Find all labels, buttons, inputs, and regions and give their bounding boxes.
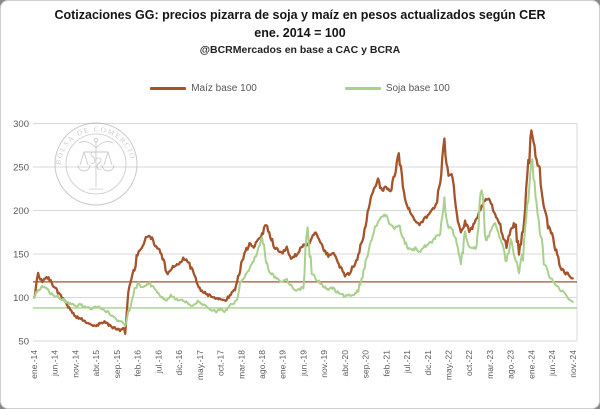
svg-text:jul.-16: jul.-16 — [153, 350, 163, 374]
svg-text:100: 100 — [13, 293, 29, 304]
svg-text:jul.-21: jul.-21 — [402, 350, 412, 374]
soja-line-swatch-icon — [344, 87, 381, 90]
svg-text:ago.-23: ago.-23 — [506, 350, 516, 379]
svg-text:nov.-19: nov.-19 — [319, 350, 329, 378]
svg-text:may.-22: may.-22 — [444, 350, 454, 380]
svg-text:abr.-15: abr.-15 — [91, 350, 101, 377]
svg-text:jun.-24: jun.-24 — [547, 350, 557, 377]
svg-text:sep.-20: sep.-20 — [361, 350, 371, 379]
svg-text:BOLSA DE COMERCIO DE ROSARIO: BOLSA DE COMERCIO DE ROSARIO — [1, 1, 138, 165]
svg-text:abr.-20: abr.-20 — [340, 350, 350, 377]
svg-text:feb.-16: feb.-16 — [133, 350, 143, 377]
svg-text:150: 150 — [13, 250, 29, 261]
bcr-watermark-seal-icon: BOLSA DE COMERCIO DE ROSARIO — [1, 1, 138, 206]
svg-text:oct.-17: oct.-17 — [216, 350, 226, 376]
watermark-text: BOLSA DE COMERCIO DE ROSARIO — [1, 1, 137, 165]
caduceus-scales-icon — [77, 137, 115, 190]
svg-text:ene.-14: ene.-14 — [29, 350, 39, 379]
legend-item-soja: Soja base 100 — [344, 83, 450, 94]
svg-text:oct.-22: oct.-22 — [464, 350, 474, 376]
legend-item-maiz: Maíz base 100 — [150, 83, 257, 94]
svg-text:nov.-24: nov.-24 — [568, 350, 578, 378]
soja-series-line — [33, 158, 574, 327]
svg-text:mar.-18: mar.-18 — [236, 350, 246, 379]
svg-text:250: 250 — [13, 163, 29, 174]
svg-text:300: 300 — [13, 119, 29, 130]
maiz-line-swatch-icon — [150, 87, 187, 90]
data-series-lines — [32, 129, 574, 335]
svg-text:jun.-14: jun.-14 — [50, 350, 60, 377]
svg-text:jun.-19: jun.-19 — [298, 350, 308, 377]
legend: Maíz base 100 Soja base 100 — [1, 83, 599, 94]
svg-text:dic.-21: dic.-21 — [423, 350, 433, 376]
svg-text:ene.-19: ene.-19 — [278, 350, 288, 379]
chart-title: Cotizaciones GG: precios pizarra de soja… — [54, 8, 546, 22]
svg-text:sep.-15: sep.-15 — [112, 350, 122, 379]
svg-text:50: 50 — [18, 337, 29, 348]
reference-lines — [33, 281, 577, 309]
svg-text:mar.-23: mar.-23 — [485, 350, 495, 379]
svg-text:dic.-16: dic.-16 — [174, 350, 184, 376]
legend-label-soja: Soja base 100 — [385, 83, 450, 94]
maiz-series-line — [32, 129, 574, 335]
chart-source-note: @BCRMercados en base a CAC y BCRA — [199, 44, 401, 56]
svg-text:nov.-14: nov.-14 — [70, 350, 80, 378]
svg-text:feb.-21: feb.-21 — [381, 350, 391, 377]
svg-text:ene.-24: ene.-24 — [526, 350, 536, 379]
x-axis-labels: ene.-14 jun.-14 nov.-14 abr.-15 sep.-15 feb.-… — [29, 350, 578, 380]
legend-label-maiz: Maíz base 100 — [191, 83, 257, 94]
chart-title-base-note: ene. 2014 = 100 — [254, 26, 346, 40]
gridlines: 50 100 150 200 250 300 — [13, 119, 578, 348]
svg-text:ago.-18: ago.-18 — [257, 350, 267, 379]
svg-text:200: 200 — [13, 206, 29, 217]
svg-text:may.-17: may.-17 — [195, 350, 205, 380]
